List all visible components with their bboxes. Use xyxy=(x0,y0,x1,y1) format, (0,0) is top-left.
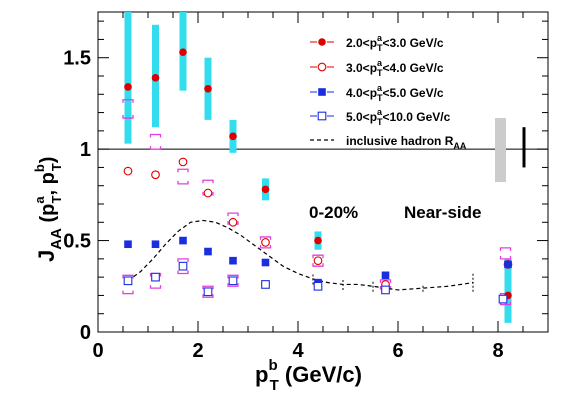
legend-label-series-3: 4.0<pa T<5.0 GeV/c xyxy=(346,83,444,103)
legend-marker-2 xyxy=(318,63,326,71)
data-point-series-3 xyxy=(179,237,187,245)
data-point-series-4 xyxy=(382,286,390,294)
y-axis-label-sub: T xyxy=(49,163,64,171)
data-point-series-1 xyxy=(314,237,322,245)
data-point-series-1 xyxy=(179,48,187,56)
y-axis-label-main: J xyxy=(34,250,59,262)
x-axis-label: pb T (GeV/c) xyxy=(255,357,362,394)
legend-text: <5.0 GeV/c xyxy=(383,86,444,100)
y-axis-label-sub: AA xyxy=(48,228,65,250)
x-tick-label: 8 xyxy=(492,340,503,362)
legend-text-sub: AA xyxy=(453,141,466,151)
y-tick-label: 0 xyxy=(80,322,91,344)
y-tick-label: 1.5 xyxy=(63,48,91,70)
legend-marker-1 xyxy=(318,38,326,46)
data-point-series-2 xyxy=(314,257,322,265)
data-point-series-4 xyxy=(204,288,212,296)
data-point-series-3 xyxy=(204,248,212,256)
legend-label-series-2: 3.0<pa T<4.0 GeV/c xyxy=(346,58,444,78)
data-point-series-2 xyxy=(204,189,212,197)
syst-band-cyan xyxy=(125,12,132,144)
data-point-series-2 xyxy=(262,239,270,247)
data-point-series-4 xyxy=(262,281,270,289)
data-point-series-2 xyxy=(152,171,160,179)
y-axis-label-sup: a xyxy=(32,196,47,204)
syst-box-magenta xyxy=(151,135,161,150)
x-axis-label-unit: (GeV/c) xyxy=(279,362,362,387)
y-axis-label-arg: ) xyxy=(37,157,59,164)
x-tick-label: 2 xyxy=(192,340,203,362)
legend-marker-3 xyxy=(318,88,326,96)
legend-label-reference: inclusive hadron RAA xyxy=(346,134,467,151)
data-point-series-4 xyxy=(152,273,160,281)
legend-text: 3.0<p xyxy=(346,61,377,75)
data-point-series-3 xyxy=(262,259,270,267)
legend-text: 2.0<p xyxy=(346,36,377,50)
data-point-series-4 xyxy=(314,282,322,290)
annotation-centrality: 0-20% xyxy=(309,203,358,222)
data-point-series-3 xyxy=(152,240,160,248)
legend-text: 4.0<p xyxy=(346,86,377,100)
data-point-series-1 xyxy=(262,186,270,194)
data-point-series-2 xyxy=(124,167,132,175)
y-tick-label: 1 xyxy=(80,139,91,161)
data-point-series-1 xyxy=(204,85,212,93)
y-tick-label: 0.5 xyxy=(63,231,91,253)
normalization-box-gray xyxy=(495,118,506,182)
legend-text: 5.0<p xyxy=(346,110,377,124)
data-point-series-4 xyxy=(124,277,132,285)
data-point-series-3 xyxy=(124,240,132,248)
legend-text: <4.0 GeV/c xyxy=(383,61,444,75)
data-point-series-3 xyxy=(382,272,390,280)
x-tick-label: 0 xyxy=(92,340,103,362)
normalization-bar-black xyxy=(523,127,526,167)
x-axis-label-sup: b xyxy=(268,357,277,374)
x-axis-label-main: p xyxy=(255,362,268,387)
data-point-series-4 xyxy=(499,295,507,303)
legend-text: <3.0 GeV/c xyxy=(383,36,444,50)
data-point-series-2 xyxy=(229,218,237,226)
legend-text: <10.0 GeV/c xyxy=(383,110,451,124)
data-point-series-3 xyxy=(504,261,512,269)
data-point-series-4 xyxy=(179,262,187,270)
data-point-series-1 xyxy=(124,83,132,91)
legend-label-series-4: 5.0<pa T<10.0 GeV/c xyxy=(346,107,451,127)
y-axis-label-arg: , p xyxy=(37,172,59,195)
annotation-region: Near-side xyxy=(404,203,481,222)
syst-box-magenta xyxy=(501,248,511,259)
x-tick-label: 4 xyxy=(292,340,304,362)
y-axis-label-sub: T xyxy=(49,195,64,203)
legend-text: inclusive hadron R xyxy=(346,134,454,148)
data-point-series-1 xyxy=(152,74,160,82)
x-axis-label-sub: T xyxy=(270,377,279,394)
data-point-series-3 xyxy=(229,257,237,265)
syst-box-magenta xyxy=(178,169,188,184)
reference-curve-dashed xyxy=(128,220,473,289)
legend-label-series-1: 2.0<pa T<3.0 GeV/c xyxy=(346,33,444,53)
y-axis-label-sup: b xyxy=(32,164,47,172)
legend: 2.0<pa T<3.0 GeV/c 3.0<pa T<4.0 GeV/c 4.0<pa… xyxy=(310,33,467,151)
data-point-series-2 xyxy=(179,158,187,166)
x-tick-label: 6 xyxy=(392,340,403,362)
y-axis-label: JAA (pa T, pb T) xyxy=(32,157,65,262)
data-point-series-1 xyxy=(229,133,237,141)
plot-frame xyxy=(98,12,548,332)
y-axis-label-arg: (p xyxy=(37,204,59,228)
data-point-series-4 xyxy=(229,277,237,285)
legend-marker-4 xyxy=(318,112,326,120)
